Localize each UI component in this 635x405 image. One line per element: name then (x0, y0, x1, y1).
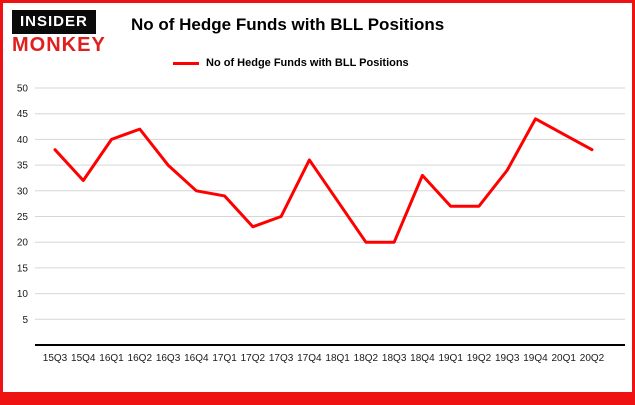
x-tick-label: 16Q3 (156, 353, 181, 364)
y-tick-label: 30 (17, 186, 29, 197)
x-tick-label: 17Q1 (212, 353, 237, 364)
legend-label: No of Hedge Funds with BLL Positions (206, 57, 409, 69)
y-tick-label: 15 (17, 263, 29, 274)
x-tick-label: 18Q4 (410, 353, 435, 364)
x-tick-label: 18Q2 (354, 353, 379, 364)
x-tick-label: 19Q4 (523, 353, 548, 364)
y-tick-label: 25 (17, 212, 29, 223)
x-tick-label: 17Q3 (269, 353, 294, 364)
x-tick-label: 17Q4 (297, 353, 322, 364)
legend-line-swatch (173, 61, 199, 65)
y-tick-label: 50 (17, 84, 29, 95)
x-tick-label: 16Q2 (128, 353, 153, 364)
y-tick-label: 10 (17, 289, 29, 300)
insider-monkey-logo: INSIDER MONKEY (12, 10, 122, 55)
x-tick-label: 20Q1 (552, 353, 577, 364)
chart-title: No of Hedge Funds with BLL Positions (131, 15, 445, 34)
x-tick-label: 15Q4 (71, 353, 96, 364)
x-tick-label: 19Q2 (467, 353, 492, 364)
x-tick-label: 18Q1 (325, 353, 350, 364)
chart-header: INSIDER MONKEY No of Hedge Funds with BL… (3, 3, 632, 83)
x-tick-label: 15Q3 (43, 353, 68, 364)
y-tick-label: 20 (17, 238, 29, 249)
logo-insider-text: INSIDER (12, 10, 96, 34)
y-tick-label: 45 (17, 109, 29, 120)
x-tick-label: 19Q1 (438, 353, 463, 364)
y-tick-label: 40 (17, 135, 29, 146)
legend: No of Hedge Funds with BLL Positions (173, 57, 409, 69)
y-tick-label: 5 (22, 315, 28, 326)
x-tick-label: 18Q3 (382, 353, 407, 364)
x-tick-label: 16Q4 (184, 353, 209, 364)
x-tick-label: 20Q2 (580, 353, 605, 364)
series-line (53, 117, 594, 244)
y-tick-label: 35 (17, 161, 29, 172)
x-tick-label: 16Q1 (99, 353, 124, 364)
x-tick-label: 17Q2 (241, 353, 266, 364)
logo-monkey-text: MONKEY (12, 34, 106, 56)
x-tick-label: 19Q3 (495, 353, 520, 364)
bottom-red-bar (3, 392, 632, 402)
